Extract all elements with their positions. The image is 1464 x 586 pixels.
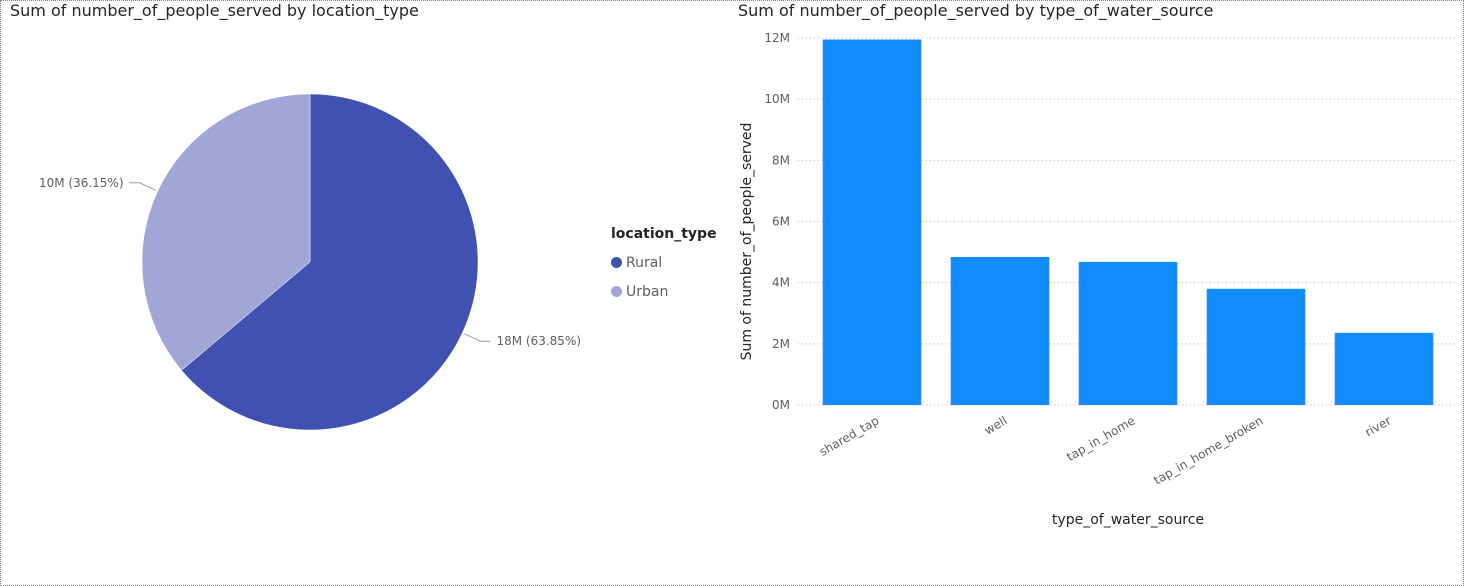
legend-marker-rural [611, 257, 622, 268]
bar-river[interactable] [1334, 332, 1434, 405]
x-tick-label: shared_tap [817, 413, 882, 458]
y-tick-label: 10M [764, 92, 790, 106]
bar-chart-title: Sum of number_of_people_served by type_o… [738, 1, 1214, 20]
legend-label-rural: Rural [626, 254, 663, 271]
pie-data-label-rural: 18M (63.85%) [496, 334, 581, 348]
y-tick-label: 0M [772, 398, 790, 412]
x-tick-label: river [1363, 413, 1394, 439]
bar-shared-tap[interactable] [822, 39, 922, 405]
pie-data-label-urban: 10M (36.15%) [39, 176, 124, 190]
y-tick-label: 12M [764, 31, 790, 45]
legend-label-urban: Urban [626, 283, 669, 300]
bar-chart-svg: 0M 2M 4M 6M 8M 10M 12M shared_tap well tap_in_hom… [739, 31, 1458, 528]
bar-tap-in-home-broken[interactable] [1206, 288, 1306, 405]
x-tick-label: tap_in_home_broken [1151, 413, 1265, 487]
legend-title: location_type [611, 226, 717, 242]
pie-legend: location_type Rural Urban [611, 226, 717, 306]
y-tick-label: 8M [772, 153, 790, 167]
bar-tap-in-home[interactable] [1078, 261, 1178, 405]
legend-item-rural[interactable]: Rural [611, 248, 717, 277]
pie-leader-line-rural [463, 333, 491, 342]
x-axis-title: type_of_water_source [1052, 512, 1204, 528]
bar-chart-visual[interactable]: Sum of number_of_people_served by type_o… [728, 0, 1464, 586]
x-tick-label: well [982, 413, 1010, 437]
bar-well[interactable] [950, 256, 1050, 405]
pie-chart-visual[interactable]: Sum of number_of_people_served by locati… [0, 0, 720, 586]
legend-marker-urban [611, 286, 622, 297]
y-axis-title: Sum of number_of_people_served [739, 123, 755, 361]
pie-slice-urban[interactable] [141, 93, 311, 371]
x-tick-label: tap_in_home [1064, 413, 1137, 463]
y-tick-label: 2M [772, 337, 790, 351]
legend-item-urban[interactable]: Urban [611, 277, 717, 306]
y-tick-label: 6M [772, 215, 790, 229]
pie-chart-title: Sum of number_of_people_served by locati… [10, 1, 419, 20]
pie-leader-line-urban [129, 182, 157, 191]
pie-slice-rural[interactable] [181, 93, 479, 431]
pie-chart-svg: 18M (63.85%) 10M (36.15%) [39, 93, 581, 431]
y-tick-label: 4M [772, 276, 790, 290]
